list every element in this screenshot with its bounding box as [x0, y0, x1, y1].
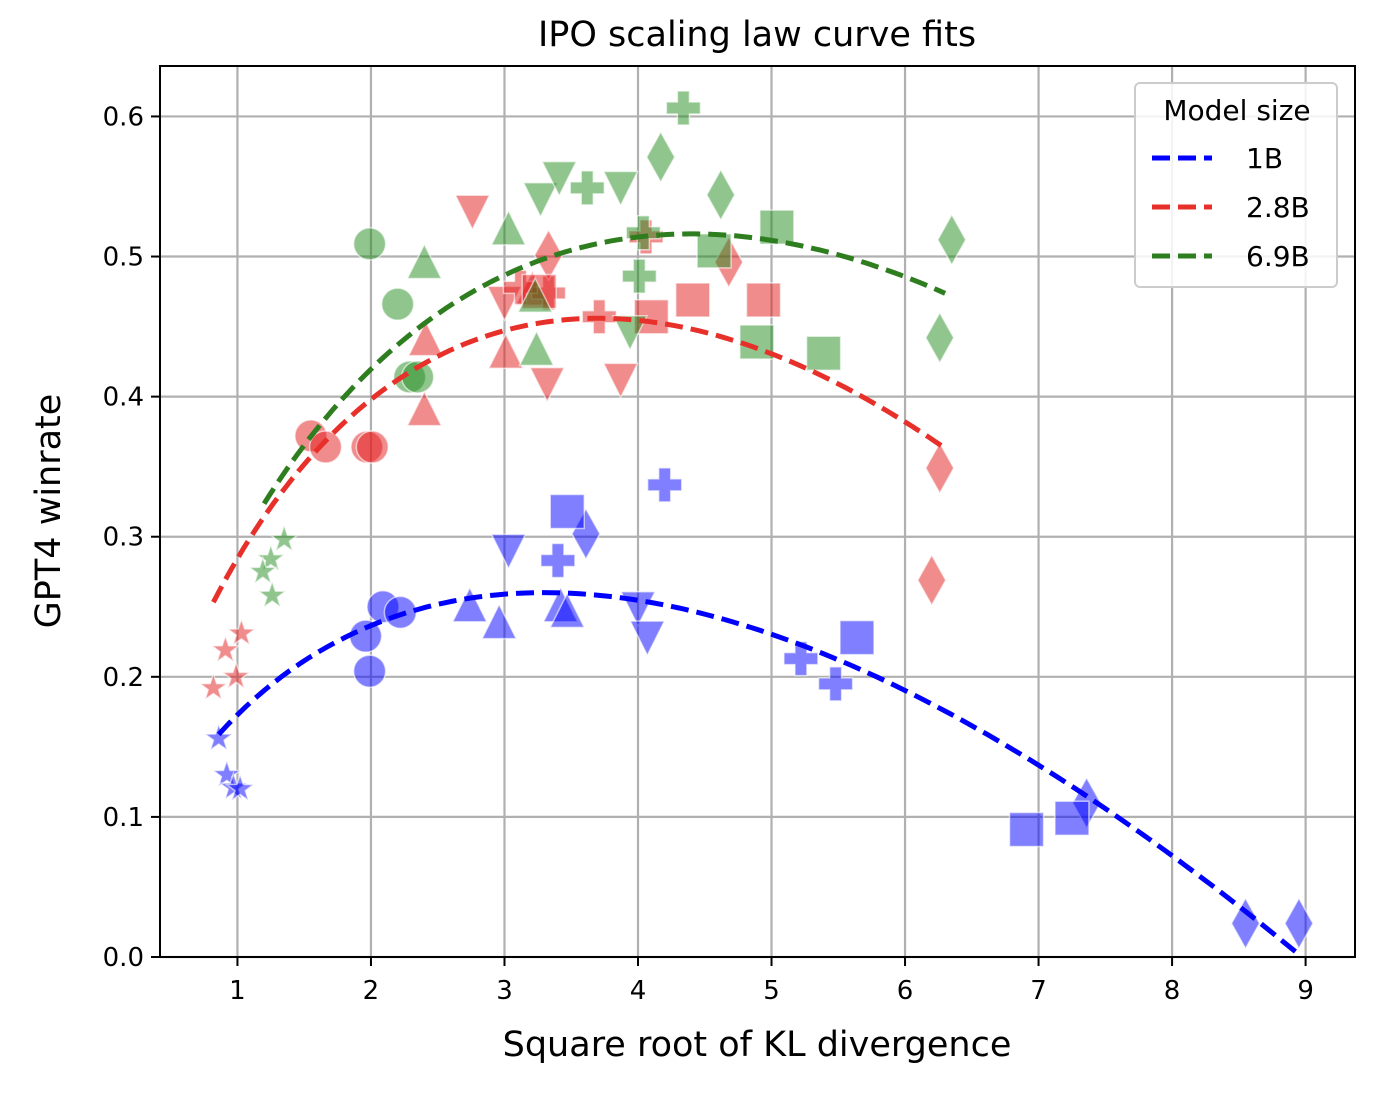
fit-curves: [211, 231, 1304, 959]
data-point-plus: [569, 170, 606, 206]
data-point-star: [247, 555, 279, 586]
data-point-triangle-up: [451, 586, 488, 623]
data-point-triangle-up: [518, 329, 555, 367]
data-point-star: [220, 660, 252, 690]
data-point-triangle-down: [611, 315, 649, 352]
data-point-diamond: [705, 168, 736, 222]
data-point-diamond: [1284, 896, 1314, 950]
y-tick-label: 0.1: [103, 803, 144, 833]
legend-title: Model size: [1163, 94, 1310, 127]
data-point-star: [224, 772, 256, 803]
legend-label-1B: 1B: [1246, 142, 1283, 175]
data-point-circle: [380, 287, 415, 321]
series-points-2.8B: [197, 194, 955, 702]
data-point-plus: [625, 214, 662, 251]
data-point-triangle-down: [522, 181, 559, 219]
data-point-star: [197, 671, 229, 702]
data-point-triangle-down: [602, 362, 639, 400]
legend: Model size 1B 2.8B 6.9B: [1134, 82, 1338, 288]
data-point-triangle-up: [549, 591, 586, 629]
x-tick-label: 7: [1030, 976, 1047, 1006]
data-point-star: [203, 722, 235, 752]
y-tick-label: 0.5: [103, 243, 144, 273]
data-point-square: [739, 324, 775, 360]
data-point-triangle-up: [407, 319, 444, 357]
data-point-star: [211, 758, 243, 789]
chart-title: IPO scaling law curve fits: [538, 15, 976, 55]
data-point-star: [209, 633, 241, 664]
data-point-square: [1054, 800, 1090, 837]
y-tick-label: 0.4: [103, 383, 144, 413]
x-tick-label: 8: [1164, 976, 1181, 1006]
data-point-triangle-down: [490, 533, 527, 571]
y-tick-label: 0.6: [103, 102, 144, 132]
data-point-triangle-up: [516, 276, 554, 313]
data-point-triangle-down: [602, 170, 639, 208]
legend-label-2.8B: 2.8B: [1246, 191, 1310, 224]
data-point-plus: [646, 467, 683, 503]
data-point-square: [745, 282, 782, 318]
data-point-square: [696, 233, 732, 269]
data-point-plus: [665, 90, 702, 126]
data-point-triangle-down: [629, 620, 666, 657]
data-point-diamond: [916, 553, 947, 607]
data-point-star: [268, 523, 300, 553]
x-tick-label: 5: [763, 976, 780, 1006]
plot-frame: [159, 65, 1356, 958]
legend-label-6.9B: 6.9B: [1246, 240, 1310, 273]
x-tick-label: 2: [363, 976, 380, 1006]
data-point-diamond: [924, 441, 955, 495]
x-tick-label: 1: [229, 976, 246, 1006]
series-points-6.9B: [247, 90, 967, 609]
data-point-star: [256, 579, 288, 609]
data-point-square: [549, 493, 585, 530]
x-tick-label: 9: [1297, 976, 1314, 1006]
data-point-circle: [352, 654, 387, 688]
y-tick-label: 0.3: [103, 523, 144, 553]
data-point-triangle-up: [406, 389, 443, 427]
data-point-diamond: [1230, 896, 1261, 950]
x-tick-label: 4: [630, 976, 647, 1006]
x-axis-label: Square root of KL divergence: [503, 1025, 1012, 1065]
fit-curve-2.8B: [211, 315, 943, 604]
data-point-plus: [540, 542, 576, 579]
data-point-triangle-up: [406, 242, 443, 280]
data-point-circle: [352, 227, 387, 261]
data-point-plus: [621, 258, 658, 294]
data-point-triangle-up: [480, 602, 518, 640]
data-point-triangle-down: [541, 160, 578, 198]
fit-curve-1B: [216, 590, 1304, 959]
data-point-diamond: [936, 213, 967, 267]
data-point-circle: [308, 430, 343, 464]
data-point-star: [255, 542, 287, 573]
data-point-plus: [817, 666, 854, 702]
data-point-star: [225, 617, 258, 647]
data-point-diamond: [645, 130, 676, 184]
data-point-diamond: [924, 311, 955, 365]
data-point-square: [1008, 811, 1045, 848]
data-point-square: [805, 335, 842, 371]
data-point-triangle-up: [487, 332, 525, 369]
ticks: 1 2 3 4 5 6 7 8 9 0.0 0.1 0.2 0.3 0.4 0.5 0.6: [103, 102, 1314, 1006]
data-point-triangle-down: [528, 366, 566, 404]
data-point-triangle-down: [454, 194, 491, 231]
data-point-square: [674, 282, 711, 318]
x-tick-label: 6: [897, 976, 914, 1006]
data-point-circle: [355, 430, 390, 464]
x-tick-label: 3: [496, 976, 513, 1006]
legend-box: [1134, 82, 1338, 288]
data-point-plus: [783, 640, 819, 677]
data-point-triangle-up: [490, 209, 527, 246]
y-tick-label: 0.2: [103, 663, 144, 693]
data-point-square: [839, 619, 875, 656]
y-tick-label: 0.0: [103, 943, 144, 973]
y-axis-label: GPT4 winrate: [29, 394, 69, 629]
